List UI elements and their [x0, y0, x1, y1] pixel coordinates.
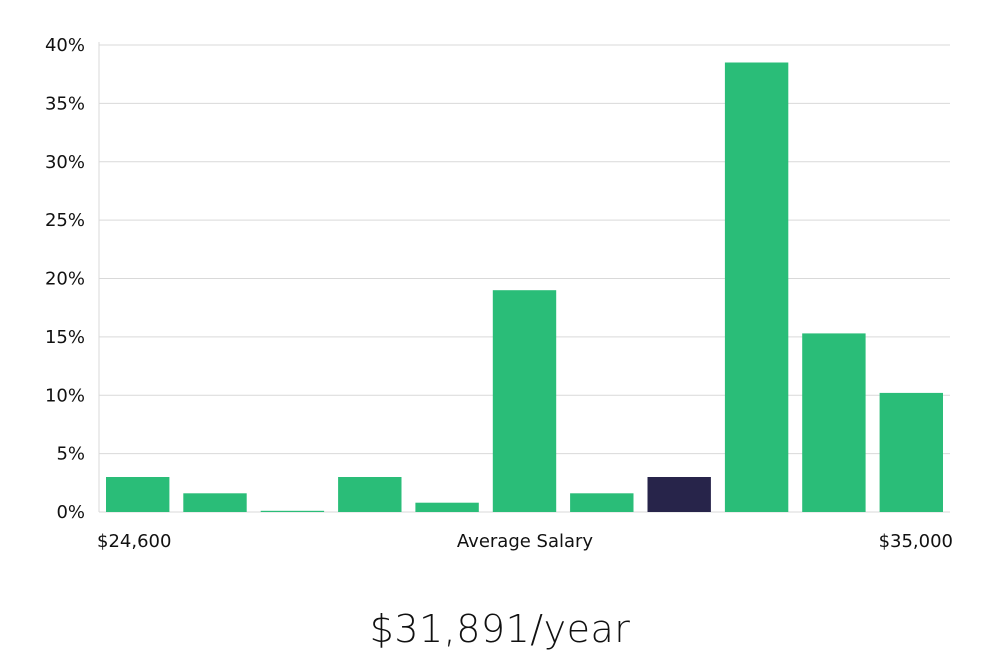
bar-highlighted — [647, 477, 711, 512]
bar — [492, 290, 557, 512]
bar — [879, 392, 943, 512]
x-min-label: $24,600 — [97, 531, 171, 552]
x-max-label: $35,000 — [879, 531, 953, 552]
bar — [338, 477, 402, 512]
bar — [260, 510, 325, 512]
salary-distribution-chart: 0% 5% 10% 15% 20% 25% 30% 35% 40% $24,600 Averag… — [45, 35, 953, 552]
y-tick-label: 40% — [45, 35, 85, 56]
y-tick-label: 0% — [56, 502, 85, 523]
bars — [106, 62, 943, 512]
bar — [106, 477, 170, 512]
bar — [570, 493, 634, 512]
bar — [183, 493, 247, 512]
bar — [724, 62, 789, 512]
y-tick-label: 25% — [45, 210, 85, 231]
y-tick-label: 35% — [45, 93, 85, 114]
y-tick-label: 30% — [45, 152, 85, 173]
bar — [802, 333, 866, 512]
y-axis-ticks: 0% 5% 10% 15% 20% 25% 30% 35% 40% — [45, 35, 85, 523]
y-tick-label: 20% — [45, 269, 85, 290]
y-tick-label: 5% — [56, 444, 85, 465]
y-tick-label: 10% — [45, 385, 85, 406]
x-center-label: Average Salary — [457, 531, 594, 552]
bar — [415, 502, 479, 512]
grid-lines — [99, 44, 950, 513]
y-tick-label: 15% — [45, 327, 85, 348]
average-salary-value: $31,891/year — [369, 607, 631, 651]
